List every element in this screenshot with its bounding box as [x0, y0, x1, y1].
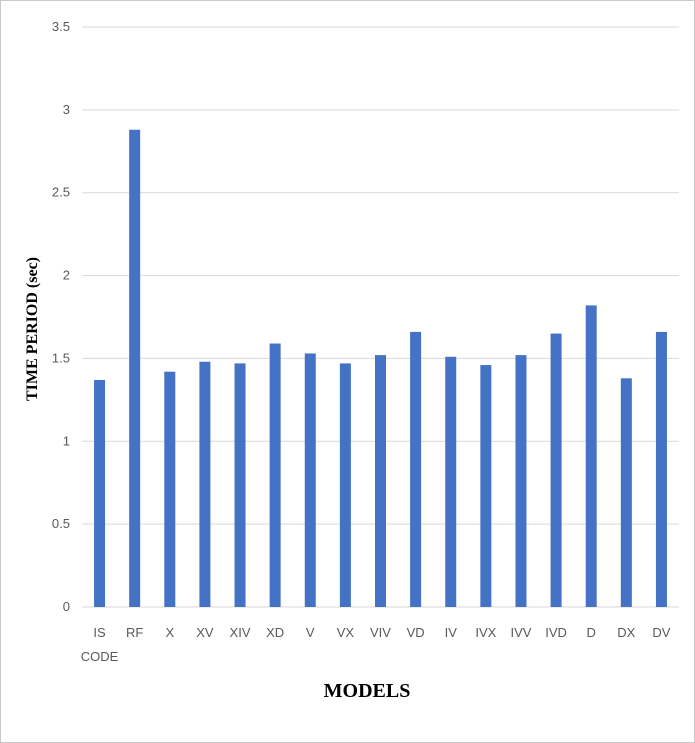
x-tick-label: IVV [510, 625, 531, 640]
y-tick-label: 2.5 [52, 185, 70, 200]
x-tick-label: IVD [545, 625, 567, 640]
x-tick-label: DV [652, 625, 670, 640]
bar [339, 363, 351, 607]
x-tick-label: V [306, 625, 315, 640]
y-tick-label: 3.5 [52, 19, 70, 34]
y-tick-label: 1.5 [52, 350, 70, 365]
x-tick-label: XV [196, 625, 214, 640]
y-axis-title: TIME PERIOD (sec) [24, 257, 41, 401]
y-tick-label: 3 [63, 102, 70, 117]
x-tick-label: DX [617, 625, 635, 640]
y-tick-label: 0 [63, 599, 70, 614]
x-tick-label: X [165, 625, 174, 640]
bars [94, 129, 667, 607]
bar [620, 378, 632, 607]
x-tick-label: IS CODE [81, 625, 119, 664]
gridlines [82, 26, 679, 608]
bar [550, 333, 562, 607]
bar [410, 331, 422, 607]
bar [234, 363, 246, 607]
bar [375, 355, 386, 607]
bar [304, 353, 316, 607]
bar [94, 379, 106, 607]
bar [164, 371, 176, 607]
x-tick-label: VX [337, 625, 355, 640]
bar [480, 365, 492, 607]
bar [129, 129, 141, 607]
y-tick-label: 0.5 [52, 516, 70, 531]
x-axis-title: MODELS [324, 680, 411, 702]
x-tick-label: IVX [475, 625, 496, 640]
bar [269, 343, 281, 607]
bar [655, 331, 667, 607]
y-tick-label: 2 [63, 268, 70, 283]
bar [199, 361, 211, 607]
y-tick-labels: 0 0.5 1 1.5 2 2.5 3 3.5 [52, 19, 70, 614]
y-tick-label: 1 [63, 433, 70, 448]
bar [445, 356, 457, 607]
bar [585, 305, 597, 607]
x-tick-label: RF [126, 625, 143, 640]
bar [515, 355, 527, 607]
x-tick-label: XD [266, 625, 284, 640]
x-tick-label: D [587, 625, 596, 640]
x-tick-label: IV [445, 625, 458, 640]
x-tick-labels: IS CODE RF X XV XIV XD V VX VIV VD IV IVX IVV IVD D DX DV [81, 625, 671, 664]
x-tick-label: XIV [230, 625, 251, 640]
x-tick-label: VIV [370, 625, 391, 640]
x-tick-label: VD [407, 625, 425, 640]
